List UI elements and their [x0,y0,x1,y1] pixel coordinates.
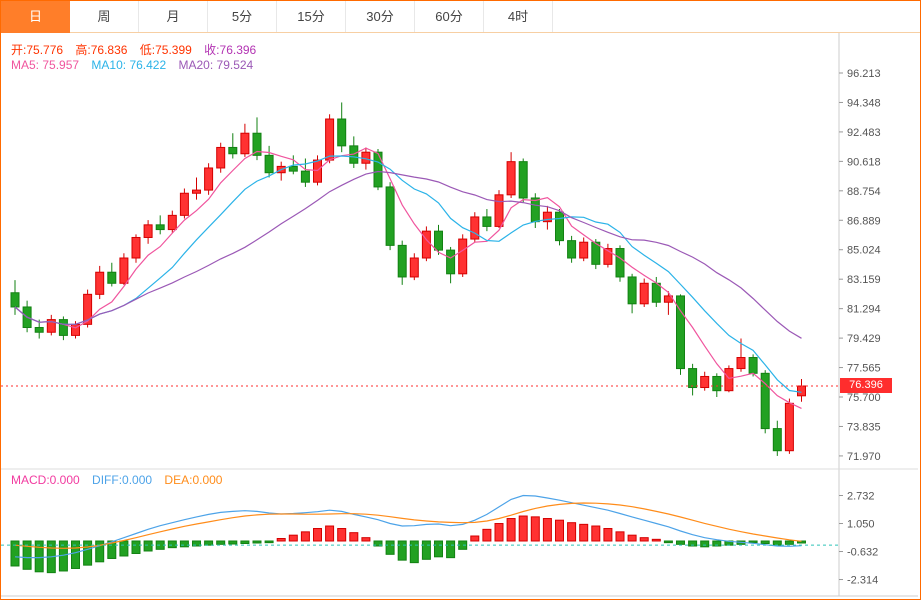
tab-4hour[interactable]: 4时 [484,1,553,32]
svg-text:88.754: 88.754 [847,186,881,198]
candlestick-layer [10,102,806,456]
macd-info: MACD:0.000 DIFF:0.000 DEA:0.000 [11,473,231,487]
low-value: 低:75.399 [139,43,192,57]
dea-line [14,502,802,549]
svg-text:79.429: 79.429 [847,333,881,345]
ohlc-info: 开:75.776 高:76.836 低:75.399 收:76.396 [11,41,265,58]
tab-day[interactable]: 日 [1,1,70,33]
macd-axis-labels: 2.732 1.050 -0.632 -2.314 [839,491,878,587]
svg-text:81.294: 81.294 [847,304,881,316]
tab-15min[interactable]: 15分 [277,1,346,32]
tab-month[interactable]: 月 [139,1,208,32]
svg-text:90.618: 90.618 [847,156,881,168]
current-price-badge: 76.396 [840,378,892,393]
timeframe-toolbar: 日 周 月 5分 15分 30分 60分 4时 [1,1,920,33]
price-axis-labels: 96.213 94.348 92.483 90.618 88.754 86.889 85.0… [839,68,881,463]
svg-text:77.565: 77.565 [847,363,881,375]
svg-text:86.889: 86.889 [847,215,881,227]
ma10-value: MA10: 76.422 [91,58,167,72]
diff-value: DIFF:0.000 [92,473,153,487]
ma-info: MA5: 75.957 MA10: 76.422 MA20: 79.524 [11,58,262,72]
tab-30min[interactable]: 30分 [346,1,415,32]
svg-text:2.732: 2.732 [847,491,875,503]
svg-text:1.050: 1.050 [847,519,875,531]
macd-value: MACD:0.000 [11,473,80,487]
ma10-line [14,155,802,393]
close-value: 收:76.396 [204,43,257,57]
ma5-line [14,147,802,409]
svg-text:92.483: 92.483 [847,127,881,139]
tab-5min[interactable]: 5分 [208,1,277,32]
svg-text:85.024: 85.024 [847,245,881,257]
chart-canvas[interactable]: 96.213 94.348 92.483 90.618 88.754 86.889 85.0… [1,33,920,599]
ma5-value: MA5: 75.957 [11,58,80,72]
ma20-value: MA20: 79.524 [178,58,254,72]
tab-week[interactable]: 周 [70,1,139,32]
high-value: 高:76.836 [75,43,128,57]
svg-text:75.700: 75.700 [847,392,881,404]
svg-text:94.348: 94.348 [847,97,881,109]
tab-60min[interactable]: 60分 [415,1,484,32]
svg-text:-0.632: -0.632 [847,547,878,559]
svg-text:-2.314: -2.314 [847,575,878,587]
svg-text:83.159: 83.159 [847,274,881,286]
macd-histogram [10,515,806,574]
svg-text:71.970: 71.970 [847,451,881,463]
svg-text:73.835: 73.835 [847,421,881,433]
svg-text:96.213: 96.213 [847,68,881,80]
ma20-line [14,170,802,339]
open-value: 开:75.776 [11,43,64,57]
dea-value: DEA:0.000 [164,473,223,487]
diff-line [14,494,802,559]
